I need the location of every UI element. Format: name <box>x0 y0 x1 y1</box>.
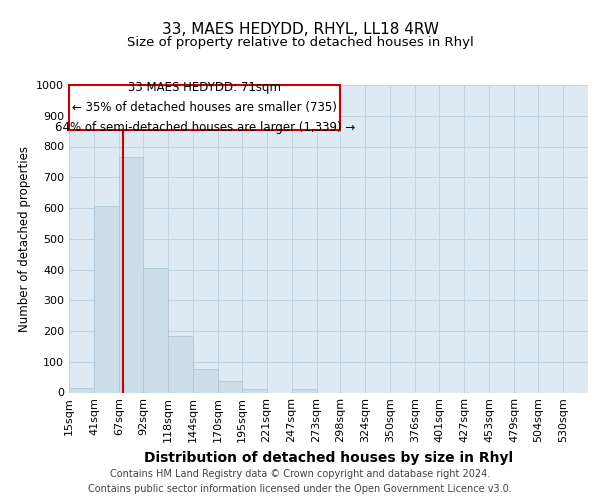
Text: 33, MAES HEDYDD, RHYL, LL18 4RW: 33, MAES HEDYDD, RHYL, LL18 4RW <box>161 22 439 38</box>
Text: Contains HM Land Registry data © Crown copyright and database right 2024.
Contai: Contains HM Land Registry data © Crown c… <box>88 468 512 493</box>
Bar <box>168 336 193 392</box>
Y-axis label: Number of detached properties: Number of detached properties <box>17 146 31 332</box>
Bar <box>218 381 242 392</box>
Bar <box>69 85 340 130</box>
Bar <box>94 206 119 392</box>
Text: Size of property relative to detached houses in Rhyl: Size of property relative to detached ho… <box>127 36 473 49</box>
Bar <box>242 389 266 392</box>
Text: 33 MAES HEDYDD: 71sqm
← 35% of detached houses are smaller (735)
64% of semi-det: 33 MAES HEDYDD: 71sqm ← 35% of detached … <box>55 81 355 134</box>
Bar <box>193 370 218 392</box>
Bar <box>119 158 143 392</box>
Bar <box>69 388 94 392</box>
Bar <box>292 389 317 392</box>
Bar <box>143 268 168 392</box>
X-axis label: Distribution of detached houses by size in Rhyl: Distribution of detached houses by size … <box>144 451 513 465</box>
